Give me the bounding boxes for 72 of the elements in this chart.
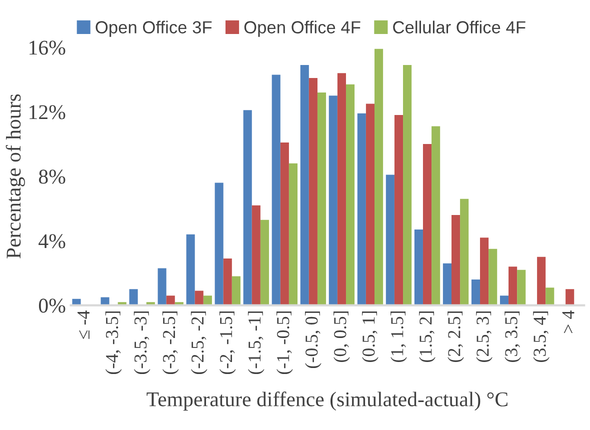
x-tick-label: (1.5, 2] (419, 312, 436, 362)
bar (252, 205, 260, 306)
x-tick-label: (-2.5, -2] (190, 312, 208, 374)
bar (488, 248, 498, 306)
bar (374, 48, 384, 306)
x-tick-label: (3, 3.5] (504, 312, 521, 362)
bar (280, 142, 289, 306)
x-tick-label: (2.5, 3] (476, 312, 492, 362)
y-tick-label: 16% (30, 40, 66, 55)
x-tick-label: (-2, -1.5] (219, 312, 236, 374)
bar (203, 296, 212, 306)
x-tick-label: (-1, -0.5] (276, 312, 293, 374)
bar (223, 258, 232, 306)
x-tick-label: (-0.5, 0] (305, 312, 322, 368)
bar (414, 230, 423, 306)
bar (100, 297, 110, 306)
x-tick-label: (-4, -3.5] (105, 312, 122, 374)
bar (129, 289, 138, 306)
y-tick-label: 8% (38, 170, 66, 184)
bar (566, 289, 574, 306)
bar (452, 215, 460, 306)
bar (517, 270, 526, 306)
bar (422, 144, 432, 306)
bar (243, 110, 252, 306)
bar (300, 65, 309, 306)
bar (186, 234, 195, 306)
x-tick-label: (-3.5, -3] (134, 312, 150, 374)
bar (546, 288, 554, 306)
y-tick-label: 0% (38, 298, 66, 313)
bar (500, 296, 509, 306)
bar (337, 73, 346, 306)
bar (394, 115, 404, 306)
y-tick-label: 12% (30, 105, 66, 120)
x-tick-label: > 4 (562, 310, 574, 333)
legend-label: Cellular Office 4F (393, 20, 526, 34)
x-tick-label: ≤ -4 (78, 310, 90, 339)
legend-label: Open Office 4F (244, 20, 360, 37)
bar (166, 296, 175, 306)
x-tick-label: (0, 0.5] (334, 312, 350, 362)
bar (480, 238, 489, 306)
x-axis-title: Temperature diffence (simulated-actual) °C (146, 392, 508, 411)
bar (432, 126, 440, 306)
bar (272, 74, 280, 306)
bar (308, 78, 318, 306)
bar (214, 182, 224, 306)
bar (72, 298, 81, 306)
bar (460, 198, 469, 306)
x-tick-label: (0.5, 1] (362, 312, 378, 362)
x-tick-label: (3.5, 4] (533, 312, 550, 362)
y-tick-label: 4% (38, 234, 66, 248)
bar (194, 290, 204, 306)
x-tick-label: (-1.5, -1] (248, 312, 264, 374)
bar (403, 65, 412, 306)
bar (442, 263, 452, 306)
x-tick-label: (2, 2.5] (448, 312, 464, 362)
bar (357, 113, 366, 306)
bar (158, 268, 166, 306)
bar (346, 84, 355, 306)
bar (386, 174, 394, 306)
bar (288, 163, 298, 306)
bar (328, 96, 338, 306)
bar (317, 92, 326, 306)
bar (508, 266, 518, 306)
bar (537, 256, 546, 306)
bar (260, 220, 269, 306)
x-tick-label: (-3, -2.5] (162, 312, 179, 374)
x-tick-label: (1, 1.5] (390, 312, 407, 362)
legend-label: Open Office 3F (96, 20, 212, 37)
bar (366, 104, 375, 306)
bar (232, 276, 240, 306)
bar (471, 280, 480, 306)
y-axis-title: Percentage of hours (6, 94, 25, 258)
